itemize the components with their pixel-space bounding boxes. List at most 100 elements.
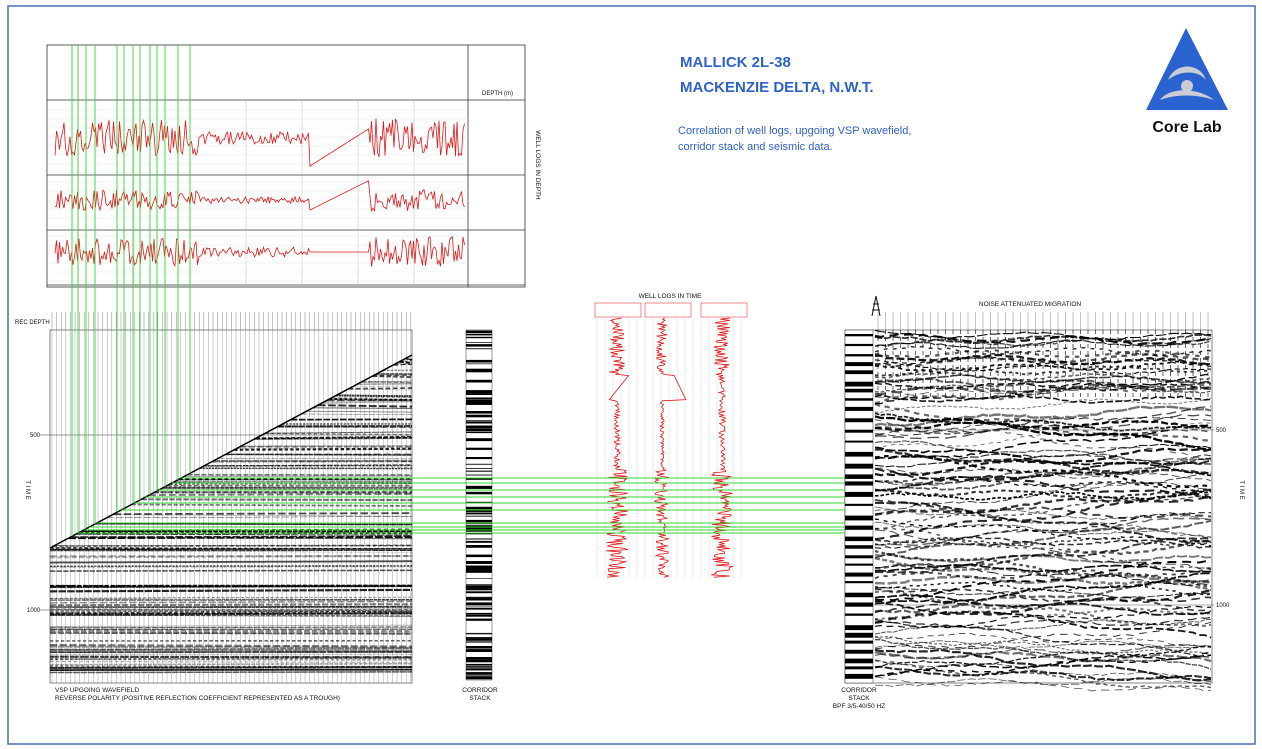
stack-event (466, 672, 492, 674)
time-log-curve (606, 318, 628, 577)
description-line-2: corridor stack and seismic data. (678, 141, 833, 153)
stack-event (466, 584, 492, 585)
logo-text: Core Lab (1152, 119, 1222, 136)
stack-event (466, 666, 492, 668)
seismic-stack-event (845, 516, 873, 521)
stack-event (466, 664, 492, 665)
stack-event (466, 420, 492, 421)
stack-event (466, 524, 492, 525)
vsp-event (349, 388, 412, 389)
stack-event (466, 562, 492, 564)
stack-event (466, 603, 492, 606)
seismic-stack-event (845, 407, 873, 411)
stack-event (466, 342, 492, 343)
title-line-2: MACKENZIE DELTA, N.W.T. (680, 79, 874, 96)
time-log-header (595, 303, 641, 317)
seismic-title: NOISE ATTENUATED MIGRATION (979, 301, 1082, 308)
seismic-stack-event (845, 545, 873, 549)
stack-event (466, 464, 492, 465)
seismic-stack-label: STACK (848, 695, 870, 702)
stack-event (466, 344, 492, 345)
time-logs-title: WELL LOGS IN TIME (639, 293, 703, 300)
stack-event (466, 615, 492, 617)
stack-event (466, 641, 492, 642)
stack-event (466, 364, 492, 365)
stack-event (466, 390, 492, 392)
stack-event (466, 586, 492, 588)
stack-event (466, 634, 492, 635)
stack-event (466, 429, 492, 430)
stack-event (466, 613, 492, 614)
seismic-stack-event (845, 389, 873, 393)
corridor-stack-label: CORRIDOR (462, 687, 498, 694)
stack-event (466, 546, 492, 548)
time-tick-label: 1000 (27, 608, 41, 614)
seismic-stack-event (845, 537, 873, 542)
vsp-event (313, 408, 412, 409)
stack-event (466, 514, 492, 515)
seismic-stack-event (845, 564, 873, 566)
stack-event (466, 619, 492, 621)
title-line-1: MALLICK 2L-38 (680, 54, 791, 71)
vsp-event (113, 513, 412, 514)
stack-event (466, 588, 492, 590)
stack-event (466, 591, 492, 593)
stack-event (466, 668, 492, 670)
poster: MALLICK 2L-38 MACKENZIE DELTA, N.W.T. Co… (0, 0, 1262, 749)
stack-event (466, 520, 492, 522)
seismic-stack-event (845, 555, 873, 558)
stack-event (466, 438, 492, 440)
seismic-stack-event (845, 492, 873, 497)
stack-event (466, 337, 492, 338)
stack-event (466, 539, 492, 540)
stack-event (466, 675, 492, 676)
seismic-stack-event (845, 370, 873, 374)
seismic-stack-event (845, 418, 873, 422)
stack-event (466, 426, 492, 428)
seismic-stack-event (845, 504, 873, 506)
time-tick-label: 500 (30, 433, 41, 439)
stack-event (466, 448, 492, 450)
stack-event (466, 468, 492, 469)
vsp-event (330, 399, 412, 400)
seismic-stack-event (845, 362, 873, 366)
stack-event (466, 649, 492, 650)
stack-event (466, 422, 492, 424)
stack-event (466, 660, 492, 662)
logo-dot (1181, 80, 1193, 92)
stack-event (466, 370, 492, 373)
time-axis-label: T I M E (24, 480, 30, 499)
stack-event (466, 361, 492, 363)
time-log-curve (655, 318, 686, 577)
depth-header: DEPTH (m) (482, 91, 513, 97)
stack-event (466, 394, 492, 395)
seismic-stack-event (845, 526, 873, 530)
time-logs (595, 303, 747, 578)
stack-event (466, 598, 492, 600)
seismic-stack-event (845, 650, 873, 654)
stack-event (466, 475, 492, 476)
stack-event (466, 597, 492, 598)
seismic-time-label: T I M E (1238, 480, 1244, 499)
vsp-caption: VSP UPGOING WAVEFIELD (55, 687, 139, 694)
depth-logs-label: WELL LOGS IN DEPTH (534, 130, 541, 200)
stack-event (466, 471, 492, 472)
seismic-stack-event (845, 382, 873, 387)
stack-event (466, 331, 492, 334)
description-line-1: Correlation of well logs, upgoing VSP wa… (678, 125, 911, 137)
vsp-caption: REVERSE POLARITY (POSITIVE REFLECTION CO… (55, 695, 340, 702)
stack-event (466, 492, 492, 495)
stack-event (466, 415, 492, 418)
vsp-event (401, 361, 412, 362)
vsp-event (50, 570, 412, 571)
vsp-event (156, 492, 412, 493)
stack-event (466, 541, 492, 543)
vsp-panel (40, 312, 412, 683)
stack-event (466, 400, 492, 401)
seismic-time-tick: 500 (1216, 428, 1227, 434)
seismic-panel (845, 312, 1214, 691)
depth-logs-panel (47, 45, 525, 287)
vsp-event (336, 395, 412, 396)
well-symbol (872, 296, 880, 316)
stack-event (466, 608, 492, 610)
